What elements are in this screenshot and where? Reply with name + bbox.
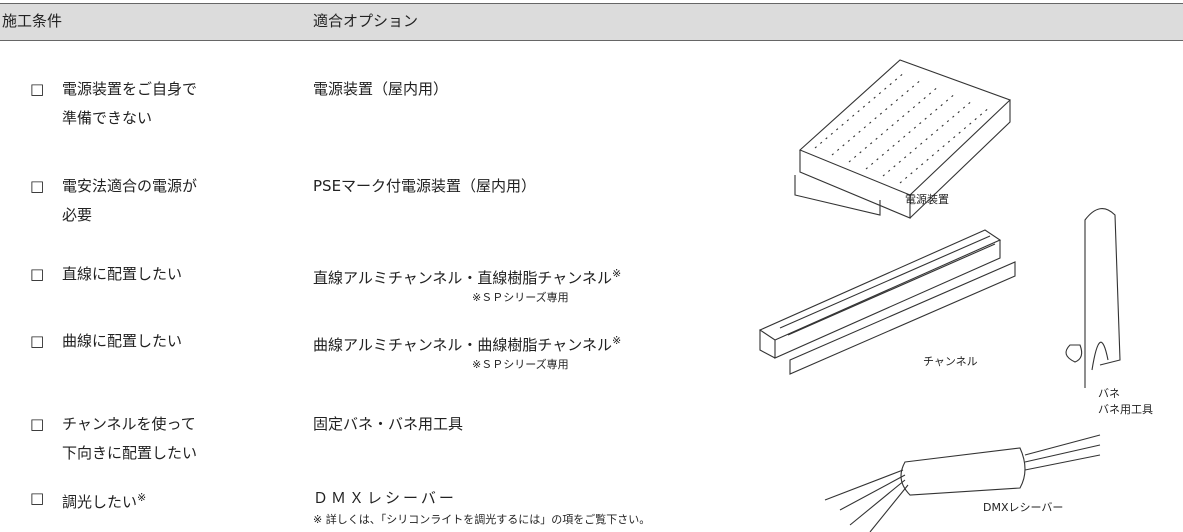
condition-text: 調光したい※ <box>62 489 146 511</box>
channel-drawing <box>758 229 1016 375</box>
option-text: 直線アルミチャンネル・直線樹脂チャンネル※ <box>313 265 621 287</box>
checkbox: □ <box>30 332 45 350</box>
header-bar <box>0 3 1183 41</box>
option-text: 電源装置（屋内用） <box>313 80 448 98</box>
figure-label: DMXレシーバー <box>983 501 1064 514</box>
condition-text: 電源装置をご自身で <box>62 80 198 98</box>
checkbox: □ <box>30 489 45 507</box>
footnote-mark: ※ <box>611 334 622 347</box>
figure-label: バネ <box>1098 387 1120 400</box>
header-option: 適合オプション <box>313 12 419 30</box>
option-text: PSEマーク付電源装置（屋内用） <box>313 177 536 195</box>
option-text: 直線アルミチャンネル・直線樹脂チャンネル <box>313 269 612 287</box>
condition-text: 曲線に配置したい <box>62 332 183 350</box>
option-text: 固定バネ・バネ用工具 <box>313 415 463 433</box>
option-text: 曲線アルミチャンネル・曲線樹脂チャンネル※ <box>313 332 621 354</box>
option-text: PSEマーク付電源装置（屋内用） <box>313 177 537 195</box>
condition-text: 電安法適合の電源が <box>62 177 198 195</box>
checkbox: □ <box>30 80 45 98</box>
option-text: ＤＭＸレシーバー <box>313 489 457 507</box>
figure-label: バネ用工具 <box>1098 403 1153 416</box>
header-condition: 施工条件 <box>2 12 63 30</box>
note: ※ 詳しくは、「シリコンライトを調光するには」の項をご覧下さい。 <box>313 513 651 526</box>
footnote-mark: ※ <box>611 267 622 280</box>
condition-text: 下向きに配置したい <box>62 444 198 462</box>
spring-drawing <box>1065 208 1121 388</box>
checkbox: □ <box>30 265 45 283</box>
note: ※ＳＰシリーズ専用 <box>472 291 569 304</box>
note: ※ＳＰシリーズ専用 <box>472 358 569 371</box>
condition-text: 準備できない <box>62 109 153 127</box>
footnote-mark: ※ <box>137 491 147 504</box>
figure-label: チャンネル <box>923 355 978 368</box>
option-text: ＤＭＸレシーバー <box>313 489 457 507</box>
power-supply-drawing <box>794 59 1012 219</box>
condition-text: 必要 <box>62 206 93 224</box>
figure-label: 電源装置 <box>905 193 949 206</box>
condition-text: チャンネルを使って <box>62 415 196 433</box>
checkbox: □ <box>30 415 45 433</box>
option-text: 曲線アルミチャンネル・曲線樹脂チャンネル <box>313 336 612 354</box>
dmx-drawing <box>824 434 1101 532</box>
option-text: 電源装置（屋内用） <box>313 80 449 98</box>
condition-text: 直線に配置したい <box>62 265 183 283</box>
condition-text: 調光したい <box>62 493 138 511</box>
checkbox: □ <box>30 177 45 195</box>
option-text: 固定バネ・バネ用工具 <box>313 415 464 433</box>
